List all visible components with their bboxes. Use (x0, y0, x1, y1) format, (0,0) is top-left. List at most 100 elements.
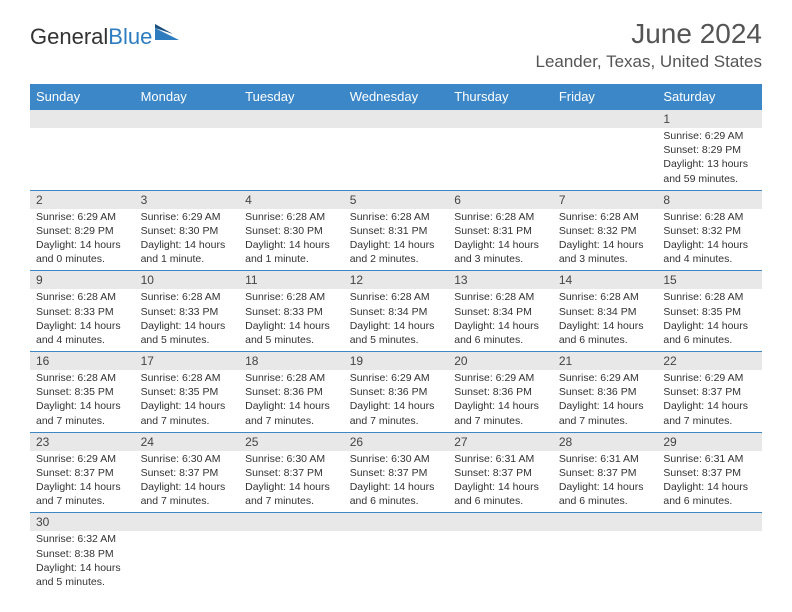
daylight-line: Daylight: 14 hours and 5 minutes. (36, 561, 129, 589)
sunrise-line: Sunrise: 6:28 AM (350, 290, 443, 304)
day-details: Sunrise: 6:29 AMSunset: 8:36 PMDaylight:… (553, 370, 658, 432)
day-number: 5 (344, 191, 449, 209)
sunset-line: Sunset: 8:35 PM (141, 385, 234, 399)
sunset-line: Sunset: 8:35 PM (36, 385, 129, 399)
sunset-line: Sunset: 8:36 PM (245, 385, 338, 399)
calendar-day-cell: 11Sunrise: 6:28 AMSunset: 8:33 PMDayligh… (239, 271, 344, 352)
calendar-day-cell: 24Sunrise: 6:30 AMSunset: 8:37 PMDayligh… (135, 432, 240, 513)
calendar-day-cell (553, 110, 658, 191)
day-number: 19 (344, 352, 449, 370)
day-number: 9 (30, 271, 135, 289)
calendar-day-cell (448, 513, 553, 593)
calendar-week-row: 23Sunrise: 6:29 AMSunset: 8:37 PMDayligh… (30, 432, 762, 513)
sunset-line: Sunset: 8:37 PM (36, 466, 129, 480)
day-details: Sunrise: 6:31 AMSunset: 8:37 PMDaylight:… (448, 451, 553, 513)
day-number: 11 (239, 271, 344, 289)
day-number: 16 (30, 352, 135, 370)
sunrise-line: Sunrise: 6:28 AM (454, 210, 547, 224)
daylight-line: Daylight: 14 hours and 3 minutes. (454, 238, 547, 266)
daylight-line: Daylight: 14 hours and 6 minutes. (559, 319, 652, 347)
calendar-day-cell (553, 513, 658, 593)
calendar-day-cell: 4Sunrise: 6:28 AMSunset: 8:30 PMDaylight… (239, 190, 344, 271)
sunrise-line: Sunrise: 6:29 AM (350, 371, 443, 385)
sunrise-line: Sunrise: 6:28 AM (245, 371, 338, 385)
day-number: 8 (657, 191, 762, 209)
daylight-line: Daylight: 14 hours and 5 minutes. (350, 319, 443, 347)
sunrise-line: Sunrise: 6:28 AM (350, 210, 443, 224)
daylight-line: Daylight: 14 hours and 7 minutes. (245, 399, 338, 427)
sunset-line: Sunset: 8:36 PM (454, 385, 547, 399)
calendar-week-row: 9 Sunrise: 6:28 AM Sunset: 8:33 PM Daylight… (30, 271, 762, 352)
day-details: Sunrise: 6:29 AMSunset: 8:37 PMDaylight:… (30, 451, 135, 513)
daylight-line: Daylight: 14 hours and 2 minutes. (350, 238, 443, 266)
day-number: 20 (448, 352, 553, 370)
weekday-header: Friday (553, 84, 658, 110)
day-details: Sunrise: 6:29 AMSunset: 8:30 PMDaylight:… (135, 209, 240, 271)
day-details: Sunrise: 6:30 AMSunset: 8:37 PMDaylight:… (239, 451, 344, 513)
sunset-line: Sunset: 8:38 PM (36, 547, 129, 561)
brand-logo: GeneralBlue (30, 24, 181, 50)
daylight-line: Daylight: 14 hours and 1 minute. (141, 238, 234, 266)
calendar-day-cell: 1Sunrise: 6:29 AMSunset: 8:29 PMDaylight… (657, 110, 762, 191)
day-number: 24 (135, 433, 240, 451)
day-number: 13 (448, 271, 553, 289)
calendar-day-cell: 14Sunrise: 6:28 AMSunset: 8:34 PMDayligh… (553, 271, 658, 352)
calendar-day-cell: 27Sunrise: 6:31 AMSunset: 8:37 PMDayligh… (448, 432, 553, 513)
sunset-line: Sunset: 8:32 PM (663, 224, 756, 238)
sunrise-line: Sunrise: 6:29 AM (36, 210, 129, 224)
day-number (135, 513, 240, 531)
daylight-line: Daylight: 14 hours and 0 minutes. (36, 238, 129, 266)
sunrise-line: Sunrise: 6:28 AM (559, 290, 652, 304)
calendar-day-cell: 15Sunrise: 6:28 AMSunset: 8:35 PMDayligh… (657, 271, 762, 352)
sunrise-line: Sunrise: 6:28 AM (663, 290, 756, 304)
daylight-line: Daylight: 14 hours and 5 minutes. (141, 319, 234, 347)
day-number: 26 (344, 433, 449, 451)
daylight-line: Daylight: 14 hours and 6 minutes. (559, 480, 652, 508)
day-details: Sunrise: 6:28 AMSunset: 8:34 PMDaylight:… (344, 289, 449, 351)
daylight-line: Daylight: 14 hours and 6 minutes. (663, 319, 756, 347)
daylight-line: Daylight: 14 hours and 7 minutes. (36, 480, 129, 508)
title-block: June 2024 Leander, Texas, United States (535, 18, 762, 72)
day-number (657, 513, 762, 531)
calendar-day-cell: 28Sunrise: 6:31 AMSunset: 8:37 PMDayligh… (553, 432, 658, 513)
daylight-line: Daylight: 14 hours and 7 minutes. (141, 480, 234, 508)
day-details: Sunrise: 6:28 AMSunset: 8:35 PMDaylight:… (135, 370, 240, 432)
daylight-line: Daylight: 14 hours and 7 minutes. (350, 399, 443, 427)
sunset-line: Sunset: 8:33 PM (245, 305, 338, 319)
sunset-line: Sunset: 8:37 PM (245, 466, 338, 480)
weekday-header: Monday (135, 84, 240, 110)
calendar-day-cell: 12Sunrise: 6:28 AMSunset: 8:34 PMDayligh… (344, 271, 449, 352)
calendar-day-cell (448, 110, 553, 191)
day-number (448, 513, 553, 531)
day-details: Sunrise: 6:28 AMSunset: 8:30 PMDaylight:… (239, 209, 344, 271)
calendar-day-cell (239, 513, 344, 593)
day-number: 2 (30, 191, 135, 209)
daylight-line: Daylight: 14 hours and 6 minutes. (454, 319, 547, 347)
day-number: 22 (657, 352, 762, 370)
calendar-week-row: 2Sunrise: 6:29 AMSunset: 8:29 PMDaylight… (30, 190, 762, 271)
brand-part1: General (30, 24, 108, 50)
calendar-week-row: 16Sunrise: 6:28 AMSunset: 8:35 PMDayligh… (30, 352, 762, 433)
calendar-day-cell: 29Sunrise: 6:31 AMSunset: 8:37 PMDayligh… (657, 432, 762, 513)
day-number (448, 110, 553, 128)
page-header: GeneralBlue June 2024 Leander, Texas, Un… (0, 0, 792, 80)
sunset-line: Sunset: 8:34 PM (350, 305, 443, 319)
calendar-day-cell: 21Sunrise: 6:29 AMSunset: 8:36 PMDayligh… (553, 352, 658, 433)
sunrise-line: Sunrise: 6:28 AM (245, 210, 338, 224)
daylight-line: Daylight: 14 hours and 7 minutes. (245, 480, 338, 508)
sunset-line: Sunset: 8:34 PM (559, 305, 652, 319)
sunset-line: Sunset: 8:37 PM (350, 466, 443, 480)
day-details: Sunrise: 6:28 AMSunset: 8:32 PMDaylight:… (657, 209, 762, 271)
sunset-line: Sunset: 8:30 PM (245, 224, 338, 238)
sunset-line: Sunset: 8:37 PM (454, 466, 547, 480)
sunrise-line: Sunrise: 6:29 AM (454, 371, 547, 385)
day-number: 30 (30, 513, 135, 531)
calendar-day-cell: 23Sunrise: 6:29 AMSunset: 8:37 PMDayligh… (30, 432, 135, 513)
day-number: 4 (239, 191, 344, 209)
day-number (553, 110, 658, 128)
weekday-header: Thursday (448, 84, 553, 110)
day-number (344, 513, 449, 531)
sunset-line: Sunset: 8:31 PM (454, 224, 547, 238)
calendar-day-cell: 2Sunrise: 6:29 AMSunset: 8:29 PMDaylight… (30, 190, 135, 271)
sunset-line: Sunset: 8:33 PM (36, 305, 129, 319)
